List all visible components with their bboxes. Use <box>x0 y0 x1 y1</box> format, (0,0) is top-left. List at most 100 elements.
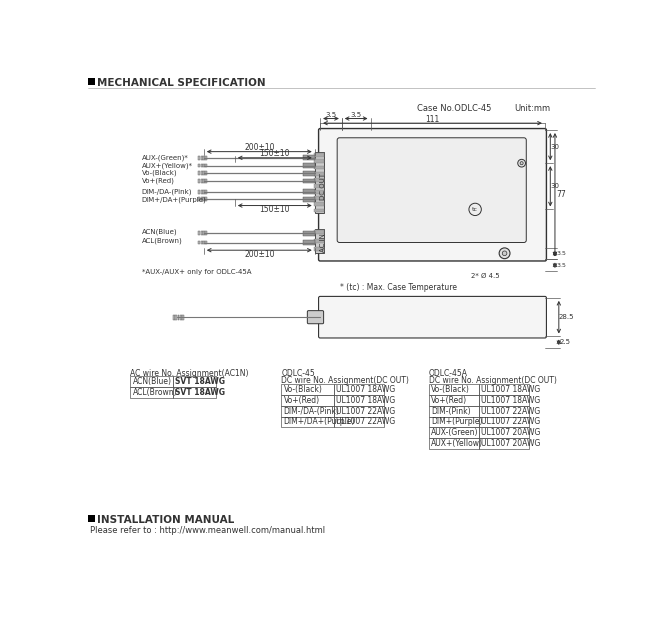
Bar <box>203 164 205 167</box>
Text: AUX-(Green)*: AUX-(Green)* <box>142 154 189 161</box>
Text: tc: tc <box>472 207 478 212</box>
Text: 30: 30 <box>551 183 559 189</box>
Bar <box>303 179 315 183</box>
Bar <box>88 515 94 522</box>
Bar <box>314 208 324 213</box>
Bar <box>429 406 479 417</box>
Bar <box>201 164 203 167</box>
Bar <box>314 230 324 234</box>
Bar <box>178 315 180 320</box>
Text: ODLC-45: ODLC-45 <box>281 369 315 378</box>
Bar <box>182 315 184 320</box>
Text: ODLC-45A: ODLC-45A <box>429 369 468 378</box>
Bar <box>198 197 200 202</box>
Text: Unit:mm: Unit:mm <box>514 104 550 113</box>
Text: Vo+(Red): Vo+(Red) <box>431 396 467 405</box>
Bar <box>281 384 334 395</box>
Bar <box>314 202 324 207</box>
Bar <box>303 163 315 168</box>
Text: INSTALLATION MANUAL: INSTALLATION MANUAL <box>97 515 234 525</box>
FancyBboxPatch shape <box>318 129 547 261</box>
Bar <box>206 190 207 193</box>
Bar <box>201 197 203 202</box>
Text: Vo+(Red): Vo+(Red) <box>142 178 175 184</box>
Text: DIM+/DA+(Purple): DIM+/DA+(Purple) <box>142 196 206 203</box>
Text: UL1007 22AWG: UL1007 22AWG <box>336 407 396 415</box>
Text: UL1007 18AWG: UL1007 18AWG <box>336 396 396 405</box>
Bar <box>130 376 173 388</box>
Text: UL1007 18AWG: UL1007 18AWG <box>481 396 541 405</box>
Bar <box>479 427 529 438</box>
Bar <box>198 231 200 235</box>
Text: UL1007 22AWG: UL1007 22AWG <box>336 417 396 427</box>
Text: 2.5: 2.5 <box>559 339 571 345</box>
Bar <box>198 156 200 160</box>
Bar <box>314 247 324 251</box>
Text: 3.5: 3.5 <box>350 113 362 118</box>
Text: 77: 77 <box>556 190 566 199</box>
Bar <box>314 153 324 157</box>
Bar <box>206 241 207 244</box>
Bar <box>314 190 324 194</box>
Bar <box>175 315 177 320</box>
Bar <box>173 315 175 320</box>
Circle shape <box>502 251 507 256</box>
Circle shape <box>499 248 510 259</box>
Bar <box>281 406 334 417</box>
Bar <box>130 388 173 398</box>
Bar <box>198 164 200 167</box>
Bar <box>201 241 203 244</box>
Bar <box>314 159 324 163</box>
Text: UL1007 18AWG: UL1007 18AWG <box>481 385 541 394</box>
Text: AC wire No. Assignment(AC1N): AC wire No. Assignment(AC1N) <box>130 369 249 378</box>
Bar <box>314 172 324 175</box>
Bar <box>314 165 324 169</box>
Bar <box>429 395 479 406</box>
Text: DIM-/DA-(Pink): DIM-/DA-(Pink) <box>283 407 340 415</box>
Text: ACN(Blue): ACN(Blue) <box>142 228 178 235</box>
Bar <box>303 156 315 160</box>
Bar <box>203 190 205 193</box>
Bar <box>206 197 207 202</box>
Bar <box>281 395 334 406</box>
FancyBboxPatch shape <box>337 138 526 243</box>
FancyBboxPatch shape <box>318 297 547 338</box>
Text: SVT 18AWG: SVT 18AWG <box>175 388 225 397</box>
Bar <box>303 189 315 194</box>
Bar <box>203 197 205 202</box>
Text: UL1007 20AWG: UL1007 20AWG <box>481 428 541 437</box>
Text: ACL(Brown): ACL(Brown) <box>133 388 177 397</box>
Bar <box>314 239 324 243</box>
Bar <box>203 241 205 244</box>
Text: 3.5: 3.5 <box>326 113 336 118</box>
Bar <box>314 178 324 182</box>
Text: UL1007 18AWG: UL1007 18AWG <box>336 385 396 394</box>
Text: Case No.ODLC-45: Case No.ODLC-45 <box>417 104 491 113</box>
Text: Please refer to : http://www.meanwell.com/manual.html: Please refer to : http://www.meanwell.co… <box>90 526 325 535</box>
Text: AUX+(Yellow): AUX+(Yellow) <box>431 439 483 448</box>
Bar <box>201 190 203 193</box>
Circle shape <box>518 159 525 167</box>
Text: UL1007 20AWG: UL1007 20AWG <box>481 439 541 448</box>
Bar <box>303 231 315 236</box>
Bar <box>429 438 479 449</box>
Bar <box>206 156 207 160</box>
Text: SVT 18AWG: SVT 18AWG <box>175 378 225 386</box>
Text: DC wire No. Assignment(DC OUT): DC wire No. Assignment(DC OUT) <box>429 376 557 385</box>
Bar <box>334 384 385 395</box>
Text: Vo+(Red): Vo+(Red) <box>283 396 320 405</box>
Bar <box>315 152 324 213</box>
Bar <box>203 231 205 235</box>
FancyBboxPatch shape <box>308 310 324 323</box>
Bar <box>479 438 529 449</box>
Text: UL1007 22AWG: UL1007 22AWG <box>481 417 541 427</box>
Text: DIM+/DA+(Purple): DIM+/DA+(Purple) <box>283 417 355 427</box>
Bar <box>281 417 334 427</box>
Text: UL1007 22AWG: UL1007 22AWG <box>481 407 541 415</box>
Text: * (tc) : Max. Case Temperature: * (tc) : Max. Case Temperature <box>340 282 456 292</box>
Circle shape <box>520 162 523 165</box>
Bar <box>479 384 529 395</box>
Bar <box>198 190 200 193</box>
Text: 3.5: 3.5 <box>556 262 566 267</box>
Bar <box>198 241 200 244</box>
